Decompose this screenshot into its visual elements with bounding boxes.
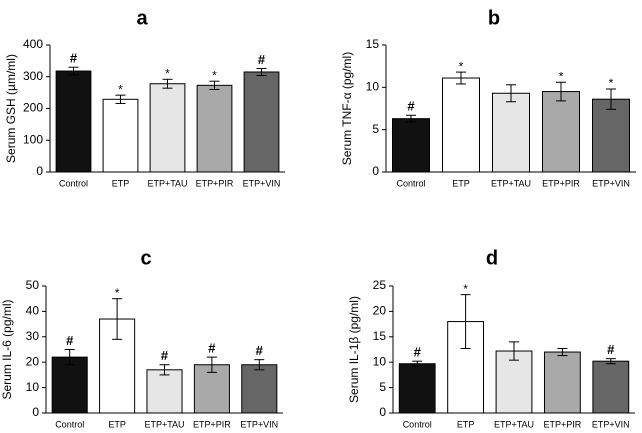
panel-c: c 0 10 20 30 40 50 Serum IL-6 (pg/ml) # Control * E… <box>0 247 283 429</box>
significance-marker: * <box>609 76 614 90</box>
x-tick-label: ETP+TAU <box>491 178 531 188</box>
panel-d: d 0 5 10 15 20 25 Serum IL-1β (pg/ml) # Control * E… <box>347 247 635 429</box>
x-tick-label: ETP+VIN <box>240 419 278 428</box>
y-axis-label: Serum TNF-α (pg/ml) <box>340 52 354 165</box>
y-tick-label: 200 <box>23 101 43 115</box>
y-tick-label: 10 <box>373 354 387 368</box>
x-tick-label: ETP+PIR <box>196 178 234 188</box>
x-tick-label: ETP <box>108 419 126 428</box>
x-tick-label: ETP+PIR <box>544 419 582 428</box>
x-tick-label: ETP+VIN <box>592 178 630 188</box>
bar-etp <box>102 98 139 173</box>
y-tick-label: 10 <box>26 380 40 394</box>
bar-etp-pir <box>543 351 581 414</box>
bar-control <box>51 356 88 414</box>
bar-control <box>55 70 92 173</box>
bar-etp-tau <box>492 92 530 173</box>
significance-marker: * <box>212 68 217 82</box>
y-tick-label: 30 <box>26 329 40 343</box>
x-tick-label: Control <box>396 178 425 188</box>
bar-etp <box>442 77 480 173</box>
significance-marker: * <box>559 69 564 83</box>
bar-etp-pir <box>196 84 233 173</box>
significance-marker: # <box>256 343 264 358</box>
significance-marker: # <box>258 52 266 67</box>
significance-marker: # <box>414 345 422 360</box>
y-tick-label: 100 <box>23 132 43 146</box>
y-tick-label: 50 <box>26 278 40 292</box>
x-tick-label: Control <box>55 419 84 428</box>
y-tick-label: 5 <box>372 122 379 136</box>
panel-label: a <box>136 7 148 29</box>
y-tick-label: 5 <box>379 380 386 394</box>
bar-etp-vin <box>592 98 630 173</box>
bar-etp-vin <box>592 360 630 414</box>
bar-etp-vin <box>243 71 280 173</box>
panel-a: a 0 100 200 300 400 Serum GSH (µm/ml) # Control *… <box>4 7 285 188</box>
panel-label: d <box>486 247 498 269</box>
y-tick-label: 0 <box>32 405 39 419</box>
significance-marker: # <box>607 342 615 357</box>
y-axis-label: Serum IL-6 (pg/ml) <box>0 299 14 399</box>
significance-marker: * <box>459 59 464 73</box>
x-tick-label: ETP+TAU <box>144 419 184 428</box>
x-tick-label: ETP <box>457 419 475 428</box>
bar-control <box>392 118 430 173</box>
y-tick-label: 0 <box>372 164 379 178</box>
significance-marker: * <box>463 282 468 296</box>
panel-b: b 0 5 10 15 Serum TNF-α (pg/ml) # Control * ETP ET… <box>340 7 636 188</box>
significance-marker: * <box>115 286 120 300</box>
bar-etp-tau <box>149 83 186 173</box>
y-tick-label: 20 <box>26 354 40 368</box>
significance-marker: # <box>208 341 216 356</box>
x-tick-label: ETP+VIN <box>592 419 630 428</box>
bar-etp <box>99 318 136 414</box>
x-tick-label: ETP <box>112 178 130 188</box>
y-axis-label: Serum GSH (µm/ml) <box>4 54 18 163</box>
x-tick-label: ETP+PIR <box>542 178 580 188</box>
significance-marker: * <box>118 82 123 96</box>
y-tick-label: 300 <box>23 69 43 83</box>
y-tick-label: 0 <box>379 405 386 419</box>
significance-marker: * <box>165 66 170 80</box>
y-tick-label: 40 <box>26 304 40 318</box>
y-tick-label: 400 <box>23 37 43 51</box>
y-tick-label: 15 <box>366 37 380 51</box>
x-tick-label: ETP <box>452 178 470 188</box>
bar-etp-vin <box>241 364 278 414</box>
significance-marker: # <box>407 99 415 114</box>
y-tick-label: 0 <box>36 164 43 178</box>
bar-etp-pir <box>542 91 580 173</box>
y-tick-label: 15 <box>373 329 387 343</box>
x-tick-label: ETP+PIR <box>193 419 231 428</box>
panel-label: b <box>488 7 500 29</box>
x-tick-label: Control <box>59 178 88 188</box>
y-axis-label: Serum IL-1β (pg/ml) <box>347 296 361 403</box>
bar-control <box>398 363 436 414</box>
y-tick-label: 10 <box>366 80 380 94</box>
x-tick-label: ETP+TAU <box>494 419 534 428</box>
significance-marker: # <box>70 51 78 66</box>
y-tick-label: 20 <box>373 304 387 318</box>
x-tick-label: ETP+TAU <box>147 178 187 188</box>
bar-etp-tau <box>495 350 533 414</box>
bar-etp-tau <box>146 369 183 414</box>
significance-marker: # <box>66 333 74 348</box>
x-tick-label: Control <box>403 419 432 428</box>
x-tick-label: ETP+VIN <box>243 178 281 188</box>
y-tick-label: 25 <box>373 278 387 292</box>
significance-marker: # <box>161 348 169 363</box>
panel-label: c <box>140 247 151 269</box>
